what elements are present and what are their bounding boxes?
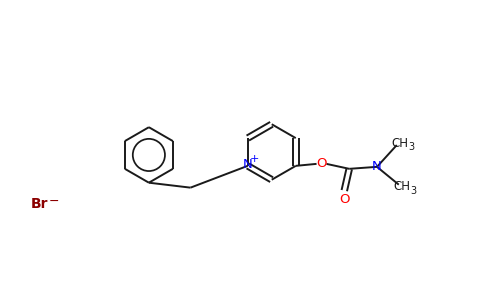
Text: +: +: [250, 154, 259, 164]
Text: CH: CH: [391, 136, 408, 150]
Text: Br: Br: [31, 197, 48, 212]
Text: O: O: [316, 158, 327, 170]
Text: 3: 3: [408, 142, 415, 152]
Text: 3: 3: [410, 186, 417, 196]
Text: O: O: [339, 193, 349, 206]
Text: −: −: [48, 195, 59, 208]
Text: N: N: [372, 160, 382, 173]
Text: CH: CH: [393, 180, 410, 193]
Text: N: N: [243, 158, 253, 171]
